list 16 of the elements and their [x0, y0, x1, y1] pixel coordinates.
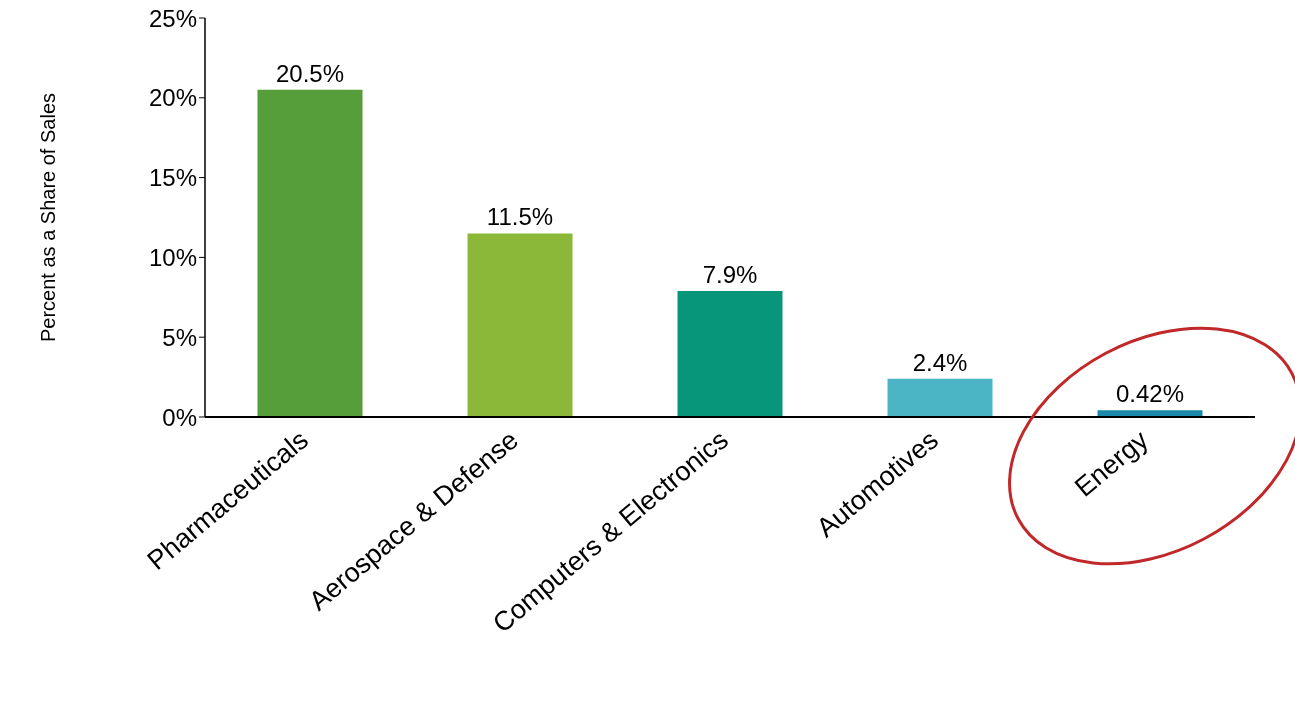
bar [887, 378, 993, 417]
y-tick-label: 10% [148, 243, 197, 271]
data-label: 2.4% [912, 348, 968, 376]
bar [257, 89, 363, 417]
bar [677, 290, 783, 417]
data-label: 0.42% [1115, 380, 1185, 408]
y-tick-label: 5% [162, 323, 197, 351]
y-tick-label: 25% [148, 4, 197, 32]
y-tick-label: 0% [162, 403, 197, 431]
bar [467, 233, 573, 417]
data-label: 7.9% [702, 260, 758, 288]
data-label: 20.5% [275, 59, 345, 87]
y-tick-label: 15% [148, 164, 197, 192]
y-tick-label: 20% [148, 84, 197, 112]
data-label: 11.5% [486, 203, 554, 231]
y-axis-title: Percent as a Share of Sales [37, 92, 60, 343]
